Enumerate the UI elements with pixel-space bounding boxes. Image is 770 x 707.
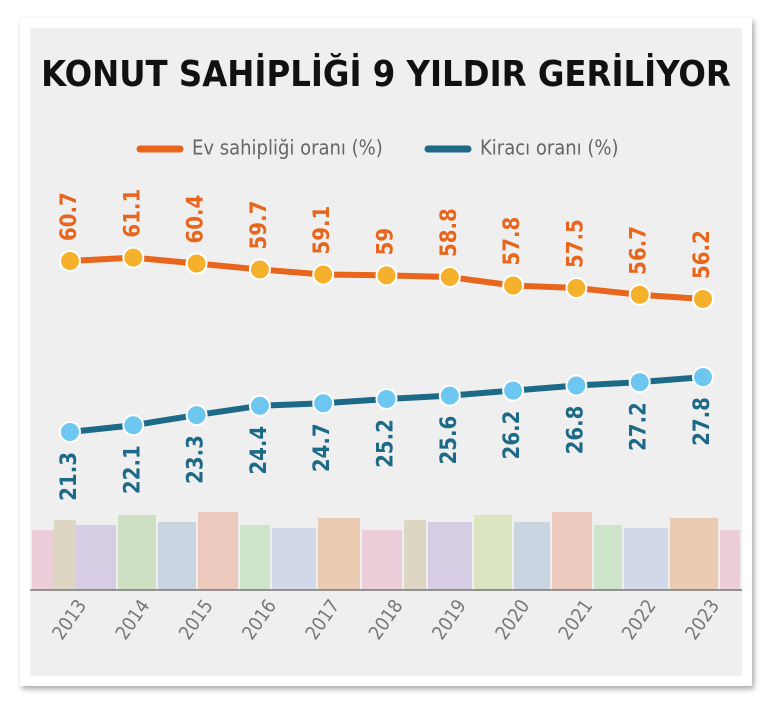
data-label: 26.2 bbox=[500, 411, 525, 460]
data-point bbox=[185, 252, 208, 275]
data-point bbox=[692, 288, 714, 311]
data-point bbox=[438, 384, 461, 407]
data-label: 57.8 bbox=[500, 217, 525, 266]
data-point bbox=[628, 371, 651, 394]
data-label: 25.6 bbox=[437, 416, 462, 465]
data-point bbox=[692, 366, 714, 389]
data-point bbox=[375, 388, 398, 411]
data-label: 25.2 bbox=[374, 419, 399, 468]
data-point bbox=[438, 266, 461, 289]
data-point bbox=[565, 277, 588, 300]
data-point bbox=[122, 414, 145, 437]
data-point bbox=[628, 283, 651, 306]
data-label: 24.7 bbox=[310, 423, 335, 472]
data-point bbox=[502, 274, 525, 297]
data-label: 58.8 bbox=[437, 208, 462, 257]
chart-title: KONUT SAHİPLİĞİ 9 YILDIR GERİLİYOR bbox=[41, 53, 731, 95]
data-label: 27.8 bbox=[690, 397, 715, 446]
data-point bbox=[185, 404, 208, 427]
data-label: 59.7 bbox=[247, 201, 272, 250]
data-label: 59.1 bbox=[310, 206, 335, 255]
data-point bbox=[248, 258, 271, 281]
data-point bbox=[248, 394, 271, 417]
data-label: 56.2 bbox=[690, 230, 715, 279]
plot-background bbox=[30, 28, 742, 676]
data-label: 23.3 bbox=[184, 435, 209, 484]
data-label: 22.1 bbox=[120, 445, 145, 494]
houses-decoration bbox=[32, 512, 740, 590]
data-point bbox=[312, 392, 335, 415]
data-point bbox=[375, 264, 398, 287]
data-label: 57.5 bbox=[563, 219, 588, 268]
data-label: 27.2 bbox=[627, 402, 652, 451]
data-point bbox=[59, 421, 81, 443]
data-label: 60.4 bbox=[184, 195, 209, 244]
data-label: 59 bbox=[374, 228, 399, 256]
data-label: 26.8 bbox=[563, 406, 588, 455]
legend-label: Kiracı oranı (%) bbox=[480, 136, 619, 160]
data-point bbox=[122, 246, 145, 269]
data-point bbox=[565, 374, 588, 397]
data-point bbox=[59, 250, 81, 272]
data-label: 56.7 bbox=[627, 226, 652, 275]
data-label: 24.4 bbox=[247, 426, 272, 475]
legend-label: Ev sahipliği oranı (%) bbox=[192, 136, 383, 160]
data-label: 21.3 bbox=[57, 452, 82, 501]
data-point bbox=[502, 379, 525, 402]
data-point bbox=[312, 263, 335, 286]
data-label: 61.1 bbox=[120, 189, 145, 238]
data-label: 60.7 bbox=[57, 192, 82, 241]
